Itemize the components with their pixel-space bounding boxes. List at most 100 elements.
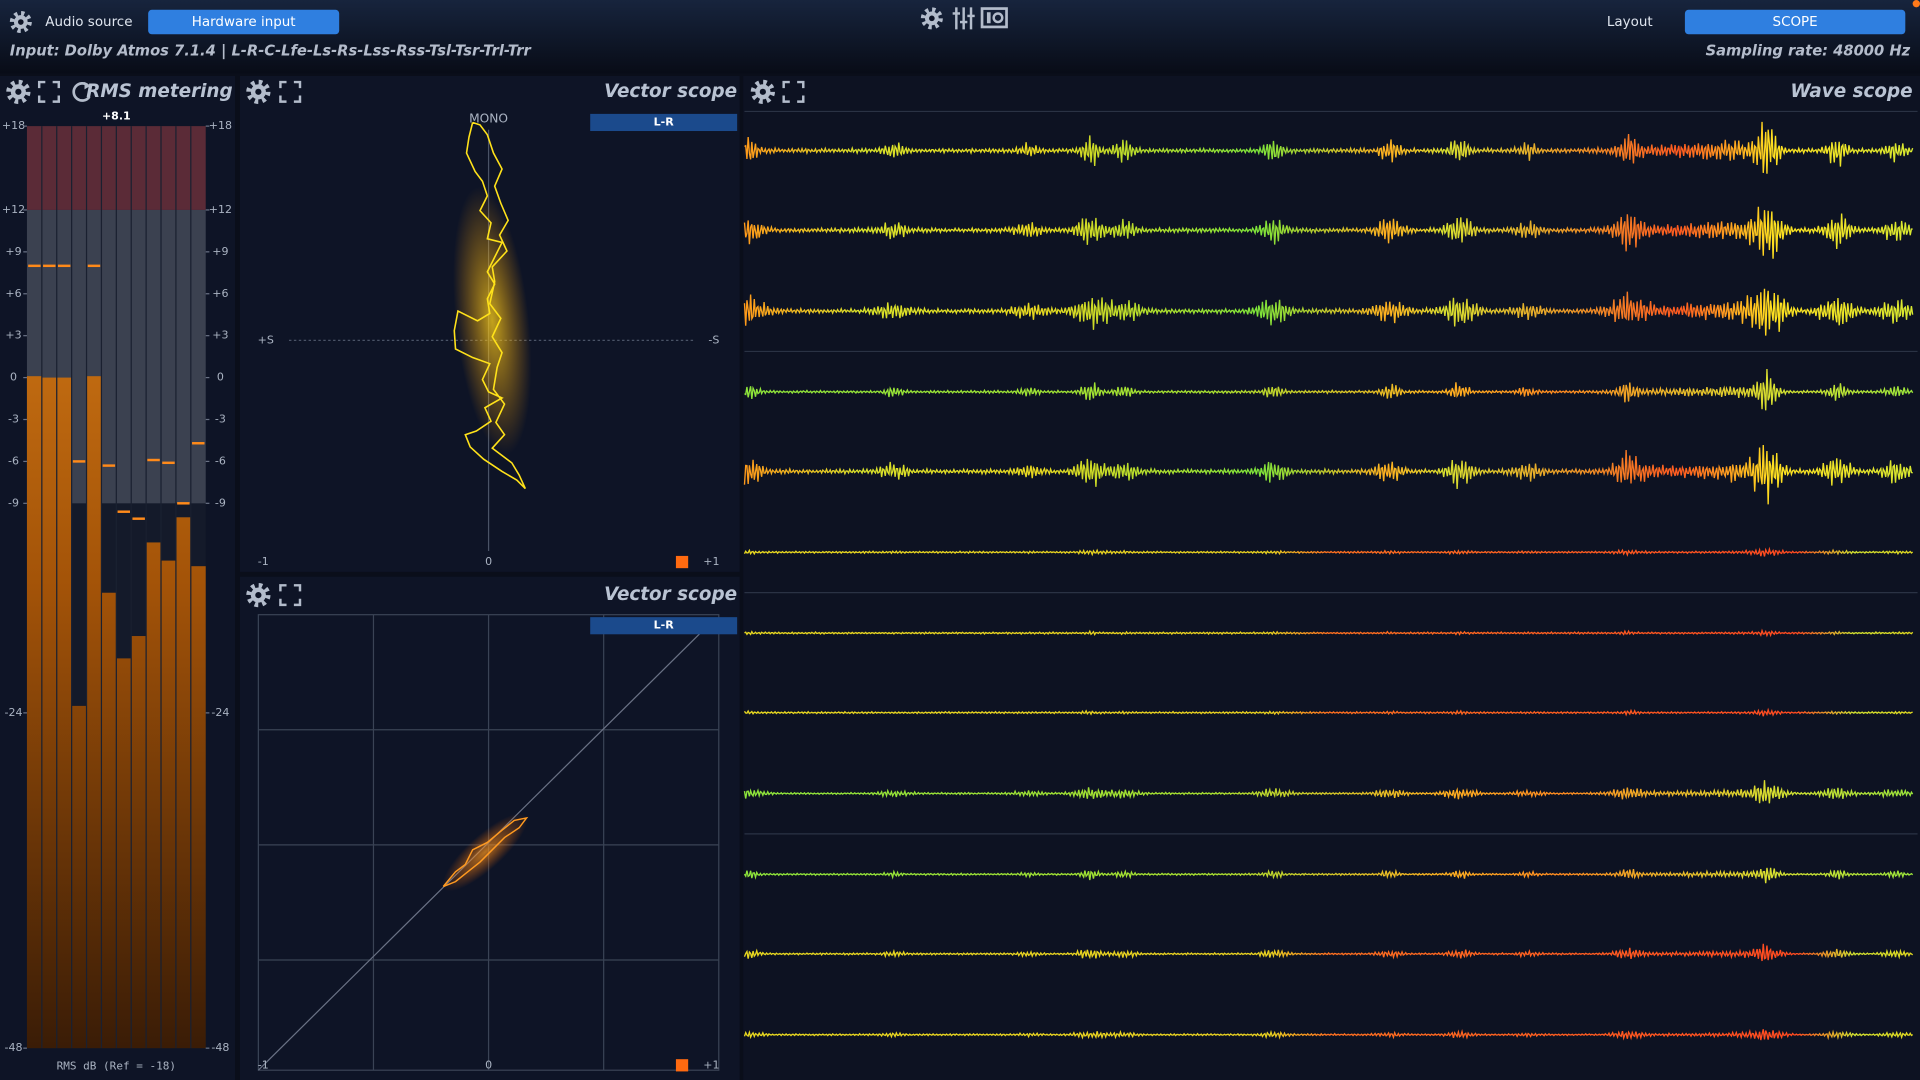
peak-marker	[28, 264, 41, 268]
peak-marker	[87, 264, 101, 268]
x-label: -1	[258, 555, 269, 568]
y-tick-label: -9	[8, 496, 19, 509]
io-icon[interactable]	[980, 7, 1008, 29]
peak-marker	[43, 264, 56, 268]
mode-label: L-R	[654, 619, 675, 632]
y-tick-label: +6	[212, 287, 228, 300]
peak-marker	[162, 461, 175, 465]
mode-button[interactable]	[590, 617, 738, 635]
y-tick-label: +18	[209, 119, 232, 132]
layout-label: Layout	[1607, 15, 1653, 30]
meter-bar	[71, 705, 87, 1049]
y-tick-label: -6	[215, 454, 226, 467]
side-label: -S	[708, 333, 719, 346]
peak-marker	[147, 458, 160, 462]
y-tick-label: -24	[211, 706, 229, 719]
meter-bar	[56, 377, 72, 1049]
hardware-input-button[interactable]	[148, 9, 340, 35]
meter-bar	[161, 560, 176, 1049]
waveform	[743, 943, 1914, 962]
x-label: 0	[485, 555, 492, 568]
meter-bar	[26, 376, 42, 1049]
y-tick-label: +12	[2, 203, 25, 216]
wave-panel	[743, 75, 1920, 1080]
y-tick-label: -3	[8, 412, 19, 425]
meter-bar	[116, 658, 132, 1049]
sampling-rate: Sampling rate: 48000 Hz	[1706, 42, 1911, 59]
scope-glow	[453, 186, 532, 455]
waveform	[743, 288, 1914, 336]
y-tick-label: +3	[5, 329, 21, 342]
peak-marker	[102, 464, 116, 467]
y-tick-label: +12	[209, 203, 232, 216]
scope-trace	[442, 816, 529, 888]
x-label: +1	[703, 555, 719, 568]
waveform	[743, 707, 1913, 717]
status-dot	[1912, 0, 1920, 8]
mixer-icon[interactable]	[952, 7, 975, 30]
scope-trace	[453, 121, 527, 490]
meter-bar	[131, 636, 147, 1049]
layout-button-text: SCOPE	[1773, 15, 1818, 30]
meter-bar	[175, 517, 191, 1049]
waveforms	[743, 110, 1918, 1041]
panel-title: Wave scope	[1790, 81, 1912, 102]
meter-caption: RMS dB (Ref = -18)	[57, 1060, 176, 1073]
y-tick-label: -24	[4, 706, 22, 719]
y-tick-label: 0	[10, 371, 17, 384]
peak-marker	[72, 460, 86, 463]
waveform	[743, 444, 1913, 505]
peak-marker	[192, 442, 205, 445]
y-tick-label: -9	[215, 496, 226, 509]
panel-title: Vector scope	[604, 81, 737, 102]
panel-title: RMS metering	[86, 81, 232, 102]
panel-title: Vector scope	[604, 584, 737, 605]
scope-glow	[442, 813, 528, 892]
input-info: Input: Dolby Atmos 7.1.4 | L-R-C-Lfe-Ls-…	[10, 42, 532, 59]
waveform	[743, 206, 1913, 259]
waveform	[744, 369, 1914, 411]
audio-source-label: Audio source	[45, 15, 132, 30]
reset-icon[interactable]	[72, 82, 91, 102]
meter-bar	[146, 542, 162, 1049]
y-tick-label: -3	[215, 412, 226, 425]
y-tick-label: +9	[212, 245, 228, 258]
side-label: +S	[258, 333, 274, 346]
peak-marker	[132, 517, 145, 520]
meter-bar	[101, 592, 117, 1049]
y-tick-label: +9	[5, 245, 21, 258]
y-tick-label: +3	[212, 329, 228, 342]
mode-button[interactable]	[590, 113, 738, 132]
indicator	[675, 555, 689, 569]
hardware-input-text: Hardware input	[192, 15, 296, 30]
peak-marker	[177, 502, 190, 505]
meter: +18 +18 +12 +12 +9 +9 +6 +6 +3 +3 0 0 -3 -3 -6 -6 -9 -9 -2…	[2, 119, 232, 1054]
y-tick-label: 0	[217, 371, 224, 384]
meter-bar	[190, 566, 206, 1049]
x-label: 0	[485, 1058, 492, 1071]
y-tick-label: +18	[2, 119, 25, 132]
peak-marker	[57, 264, 71, 268]
waveform	[743, 1028, 1914, 1041]
indicator	[675, 1059, 689, 1072]
waveform	[744, 121, 1914, 174]
y-tick-label: +6	[5, 287, 21, 300]
y-tick-label: -6	[8, 454, 19, 467]
meter-bar	[41, 377, 57, 1049]
x-label: +1	[703, 1058, 719, 1071]
y-tick-label: -48	[4, 1041, 22, 1054]
mode-label: L-R	[654, 115, 675, 128]
mono-label: MONO	[469, 111, 508, 125]
waveform	[743, 867, 1914, 884]
layout-button[interactable]	[1684, 9, 1906, 35]
x-label: -1	[258, 1058, 269, 1071]
peak-label: +8.1	[102, 109, 131, 122]
meter-bar	[86, 376, 102, 1049]
waveform	[743, 780, 1914, 804]
reset-icon-arrow	[84, 82, 91, 90]
y-tick-label: -48	[211, 1041, 229, 1054]
peak-marker	[117, 510, 130, 513]
waveform	[744, 628, 1914, 638]
